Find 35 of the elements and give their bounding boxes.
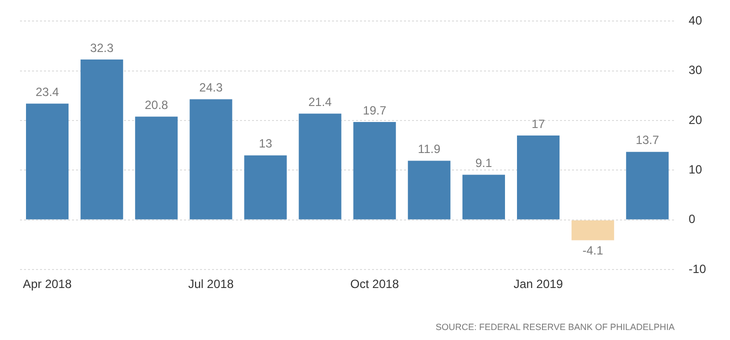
data-label: 24.3 — [199, 80, 223, 95]
bar — [135, 116, 178, 220]
data-label: 32.3 — [90, 40, 114, 55]
bar — [26, 104, 69, 220]
data-label: 19.7 — [362, 103, 387, 118]
x-tick-label: Jul 2018 — [188, 277, 234, 292]
data-label: 11.9 — [418, 142, 441, 156]
bar — [626, 152, 669, 220]
y-tick-label: 10 — [688, 162, 702, 177]
y-tick-label: -10 — [688, 262, 706, 276]
bar — [408, 160, 450, 220]
data-label: 17 — [532, 116, 546, 131]
bar — [572, 220, 614, 240]
source-note: SOURCE: FEDERAL RESERVE BANK OF PHILADELPHIA — [436, 322, 675, 332]
y-tick-label: 30 — [688, 63, 702, 78]
bar — [298, 114, 342, 220]
data-label: 13.7 — [636, 133, 660, 148]
y-tick-label: 40 — [688, 14, 702, 28]
bar — [190, 99, 232, 220]
data-label: 9.1 — [475, 156, 492, 170]
bar — [353, 122, 396, 220]
x-tick-label: Apr 2018 — [22, 277, 72, 292]
y-tick-label: 20 — [688, 112, 702, 127]
data-label: 23.4 — [36, 84, 60, 99]
x-tick-label: Oct 2018 — [350, 277, 400, 292]
x-tick-label: Jan 2019 — [514, 277, 564, 292]
bar — [462, 174, 505, 220]
data-label: 20.8 — [144, 98, 168, 112]
y-tick-label: 0 — [688, 212, 696, 226]
data-label: 13 — [258, 136, 272, 151]
data-label: -4.1 — [582, 244, 604, 258]
bar — [516, 135, 560, 220]
data-label: 21.4 — [308, 94, 332, 109]
bar — [244, 155, 287, 220]
bar — [80, 59, 124, 220]
